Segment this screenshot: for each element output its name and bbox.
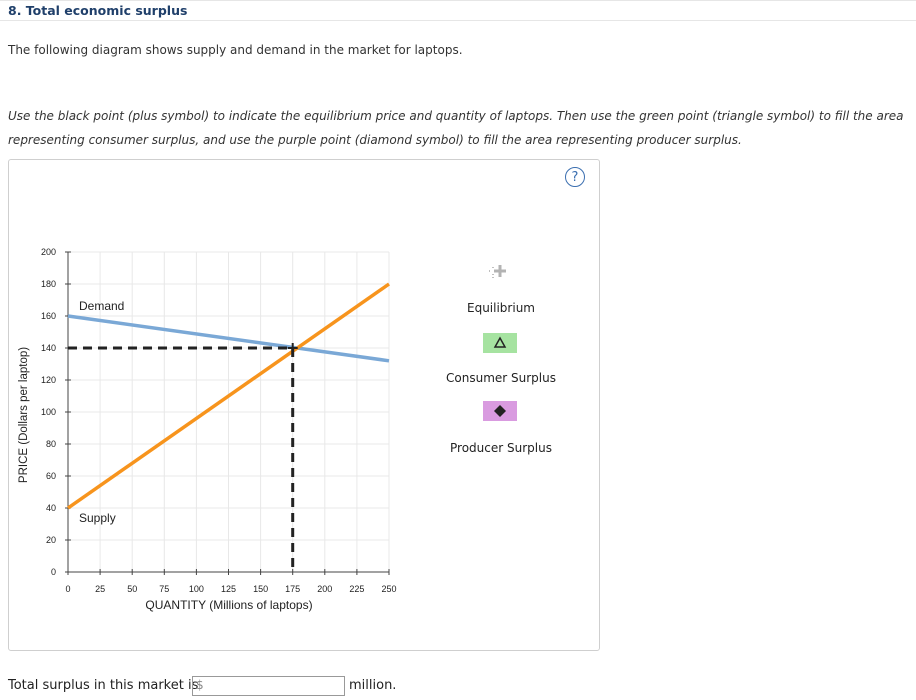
top-rule xyxy=(0,0,916,1)
dollar-sign: $ xyxy=(196,678,204,692)
equilibrium-tool-label: Equilibrium xyxy=(467,301,535,315)
answer-prompt: Total surplus in this market is xyxy=(8,678,199,693)
producer-surplus-tool[interactable] xyxy=(483,401,517,421)
y-tick-label: 140 xyxy=(41,343,56,353)
x-tick-label: 0 xyxy=(65,584,70,594)
y-tick-label: 160 xyxy=(41,311,56,321)
total-surplus-input[interactable] xyxy=(207,678,341,694)
y-tick-label: 80 xyxy=(46,439,56,449)
grid-lines xyxy=(68,251,390,572)
question-title: 8. Total economic surplus xyxy=(8,3,188,18)
x-tick-label: 200 xyxy=(317,584,332,594)
x-tick-label: 75 xyxy=(159,584,169,594)
triangle-icon xyxy=(493,336,507,348)
y-tick-label: 180 xyxy=(41,279,56,289)
demand-curve xyxy=(67,314,390,363)
x-tick-label: 50 xyxy=(127,584,137,594)
supply-curve xyxy=(66,282,391,510)
x-tick-label: 150 xyxy=(253,584,268,594)
axes: 0 20 40 60 80 100 120 140 160 180 200 0 25 50 75 100 125… xyxy=(41,247,397,594)
equilibrium-tool-icon[interactable] xyxy=(484,262,516,286)
x-tick-label: 175 xyxy=(285,584,300,594)
y-tick-label: 100 xyxy=(41,407,56,417)
diamond-icon xyxy=(494,405,506,417)
y-tick-label: 40 xyxy=(46,503,56,513)
producer-surplus-label: Producer Surplus xyxy=(450,441,552,455)
y-tick-label: 200 xyxy=(41,247,56,257)
y-tick-label: 60 xyxy=(46,471,56,481)
instructions: Use the black point (plus symbol) to ind… xyxy=(8,104,913,152)
x-tick-label: 100 xyxy=(189,584,204,594)
total-surplus-field[interactable]: $ xyxy=(192,676,345,696)
help-icon[interactable]: ? xyxy=(565,167,585,187)
y-tick-label: 120 xyxy=(41,375,56,385)
x-axis-label: QUANTITY (Millions of laptops) xyxy=(145,598,312,612)
title-divider xyxy=(0,20,916,21)
demand-curve-label: Demand xyxy=(79,299,124,313)
instructions-line-1: Use the black point (plus symbol) to ind… xyxy=(8,109,904,123)
y-tick-label: 0 xyxy=(51,567,56,577)
x-tick-label: 25 xyxy=(95,584,105,594)
series-lines xyxy=(66,282,391,510)
x-tick-label: 225 xyxy=(349,584,364,594)
y-tick-label: 20 xyxy=(46,535,56,545)
consumer-surplus-label: Consumer Surplus xyxy=(446,371,556,385)
x-tick-label: 250 xyxy=(381,584,396,594)
instructions-line-2: representing consumer surplus, and use t… xyxy=(8,133,742,147)
consumer-surplus-tool[interactable] xyxy=(483,333,517,353)
intro-text: The following diagram shows supply and d… xyxy=(8,43,463,57)
million-unit: million. xyxy=(349,678,397,693)
supply-curve-label: Supply xyxy=(79,511,116,525)
equilibrium-layer xyxy=(68,343,298,572)
x-tick-label: 125 xyxy=(221,584,236,594)
y-axis-label: PRICE (Dollars per laptop) xyxy=(18,347,30,483)
